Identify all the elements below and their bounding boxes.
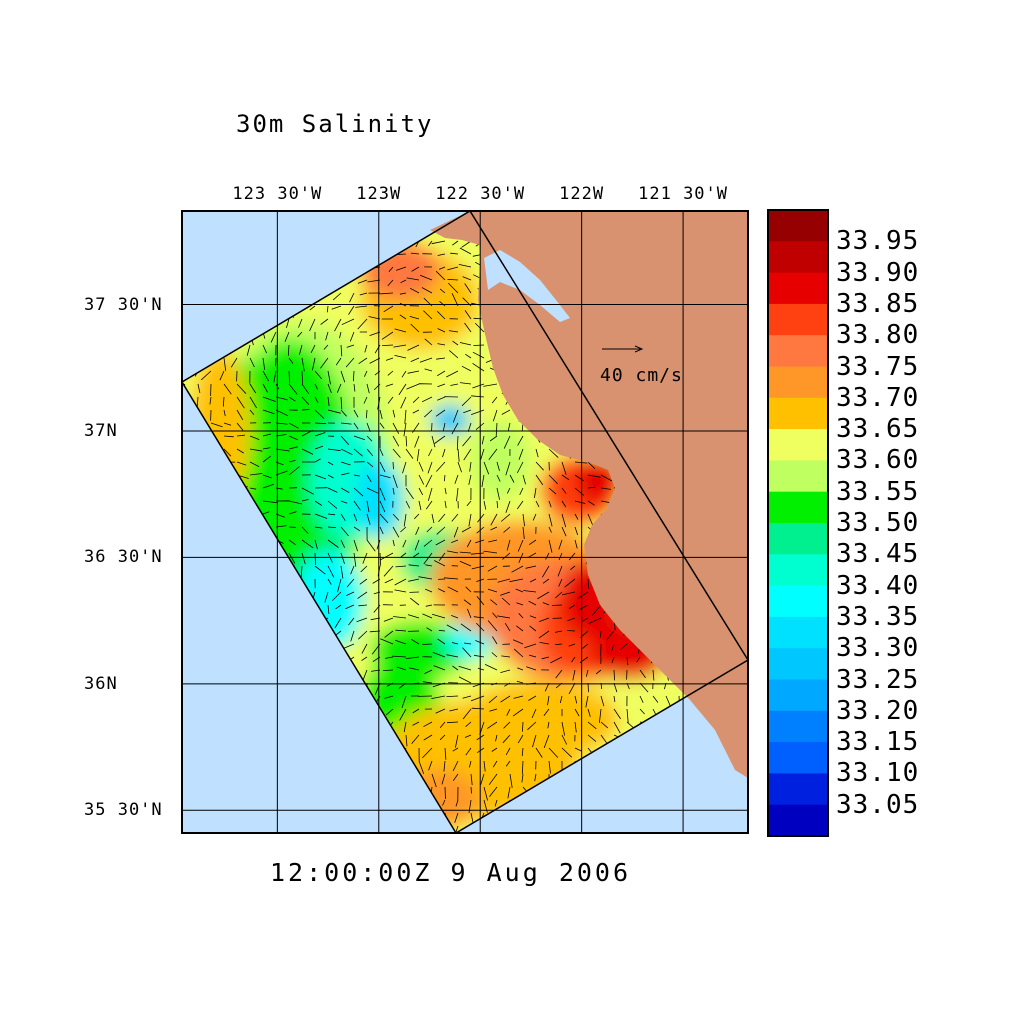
colorbar-band bbox=[768, 335, 828, 367]
colorbar-band bbox=[768, 241, 828, 274]
colorbar-label: 33.20 bbox=[836, 695, 920, 726]
lon-tick-label: 123 30'W bbox=[232, 184, 323, 204]
colorbar-band bbox=[768, 804, 828, 837]
colorbar-frame bbox=[767, 209, 829, 837]
colorbar-label: 33.75 bbox=[836, 351, 920, 382]
colorbar-label: 33.50 bbox=[836, 508, 920, 538]
colorbar-band bbox=[768, 773, 828, 806]
colorbar-label: 33.35 bbox=[836, 601, 920, 632]
colorbar-band bbox=[768, 648, 828, 680]
colorbar-label: 33.85 bbox=[836, 288, 920, 319]
colorbar-label: 33.90 bbox=[836, 257, 920, 288]
colorbar-band bbox=[768, 710, 828, 743]
colorbar-label: 33.80 bbox=[836, 320, 920, 351]
colorbar-band bbox=[768, 742, 828, 774]
lon-tick-label: 122W bbox=[559, 184, 605, 204]
map-title: 30m Salinity bbox=[236, 110, 434, 138]
colorbar-label: 33.65 bbox=[836, 414, 920, 445]
colorbar bbox=[767, 209, 829, 837]
colorbar-label: 33.45 bbox=[836, 539, 920, 570]
colorbar-label: 33.30 bbox=[836, 633, 920, 664]
colorbar-label: 33.55 bbox=[836, 476, 920, 507]
lat-tick-label: 36 30'N bbox=[84, 547, 163, 568]
lon-tick-label: 123W bbox=[356, 184, 402, 204]
colorbar-label: 33.40 bbox=[836, 570, 920, 601]
colorbar-band bbox=[768, 397, 828, 430]
colorbar-band bbox=[768, 210, 828, 242]
colorbar-band bbox=[768, 366, 828, 399]
colorbar-band bbox=[768, 303, 828, 336]
colorbar-label: 33.10 bbox=[836, 758, 920, 789]
land-marin bbox=[430, 211, 480, 245]
colorbar-band bbox=[768, 429, 828, 461]
lat-tick-label: 37 30'N bbox=[84, 294, 163, 315]
domain-outline bbox=[182, 211, 748, 833]
lon-tick-label: 121 30'W bbox=[638, 184, 729, 204]
colorbar-band bbox=[768, 616, 828, 649]
lat-tick-label: 37N bbox=[84, 420, 118, 441]
lat-tick-label: 35 30'N bbox=[84, 800, 163, 821]
lon-tick-label: 122 30'W bbox=[435, 184, 526, 204]
colorbar-label: 33.05 bbox=[836, 789, 920, 820]
colorbar-label: 33.25 bbox=[836, 664, 920, 695]
colorbar-band bbox=[768, 585, 828, 618]
colorbar-label: 33.95 bbox=[836, 226, 920, 257]
time-label: 12:00:00Z 9 Aug 2006 bbox=[270, 858, 632, 887]
colorbar-label: 33.70 bbox=[836, 382, 920, 413]
map-frame bbox=[181, 210, 749, 834]
colorbar-band bbox=[768, 460, 828, 493]
vector-scale-arrow bbox=[602, 345, 644, 353]
colorbar-band bbox=[768, 554, 828, 587]
land bbox=[478, 211, 748, 778]
colorbar-band bbox=[768, 523, 828, 555]
lat-tick-label: 36N bbox=[84, 673, 118, 694]
colorbar-label: 33.60 bbox=[836, 445, 920, 476]
colorbar-label: 33.15 bbox=[836, 727, 920, 758]
colorbar-band bbox=[768, 272, 828, 305]
colorbar-band bbox=[768, 491, 828, 524]
grid-lines bbox=[182, 211, 748, 833]
vector-scale-label: 40 cm/s bbox=[600, 365, 683, 386]
colorbar-band bbox=[768, 679, 828, 712]
